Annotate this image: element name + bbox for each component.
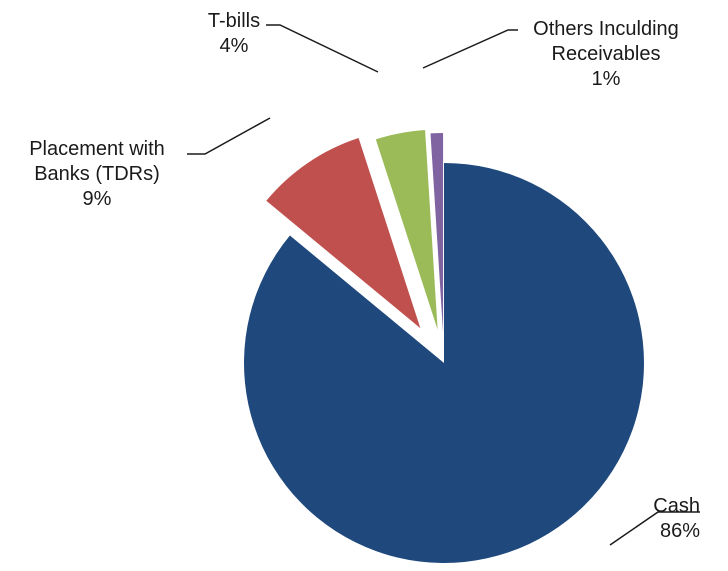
slice-value-label: 86% (660, 520, 700, 542)
slice-label-4: Others Inculding Receivables 1% (533, 18, 679, 90)
pie-slice-3 (375, 129, 438, 330)
slice-name-label: Banks (TDRs) (34, 163, 160, 185)
slice-label-2: Placement with Banks (TDRs) 9% (29, 138, 165, 210)
slice-name-label: T-bills (208, 10, 260, 32)
leader-line-4 (422, 29, 518, 69)
pie-slice-2 (266, 138, 421, 329)
slice-value-label: 1% (592, 68, 621, 90)
slice-label-3: T-bills 4% (208, 10, 260, 57)
leader-line-2 (187, 117, 271, 155)
pie-slice-1 (243, 163, 644, 563)
leader-line-3 (266, 24, 379, 73)
leader-line-1 (609, 511, 700, 546)
slice-name-label: Others Inculding (533, 18, 679, 40)
slice-value-label: 9% (83, 188, 112, 210)
pie-slice-4 (430, 133, 444, 334)
slice-name-label: Receivables (552, 43, 661, 65)
slice-name-label: Cash (653, 495, 700, 517)
slice-name-label: Placement with (29, 138, 165, 160)
slice-value-label: 4% (220, 35, 249, 57)
slice-label-1: Cash 86% (653, 495, 700, 542)
